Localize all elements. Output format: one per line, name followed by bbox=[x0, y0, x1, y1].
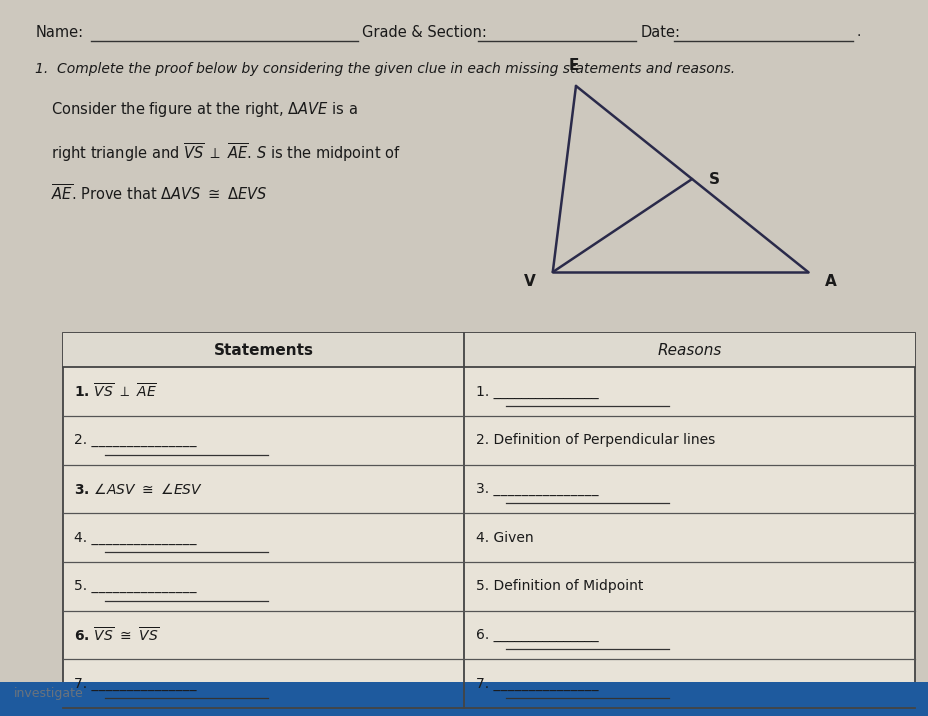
Text: Statements: Statements bbox=[213, 343, 314, 357]
Text: .: . bbox=[856, 25, 860, 39]
Text: E: E bbox=[568, 58, 579, 73]
Text: 4. _______________: 4. _______________ bbox=[74, 531, 197, 545]
Bar bbox=[0, 682, 928, 716]
Text: 2. _______________: 2. _______________ bbox=[74, 433, 197, 448]
Text: S: S bbox=[708, 172, 719, 186]
Text: A: A bbox=[824, 274, 836, 289]
Text: Name:: Name: bbox=[35, 25, 84, 39]
Text: 5. Definition of Midpoint: 5. Definition of Midpoint bbox=[475, 579, 642, 594]
FancyBboxPatch shape bbox=[63, 333, 914, 367]
Text: 1. $\mathit{\overline{VS}}$ $\perp$ $\mathit{\overline{AE}}$: 1. $\mathit{\overline{VS}}$ $\perp$ $\ma… bbox=[74, 382, 157, 401]
Text: Date:: Date: bbox=[640, 25, 680, 39]
Text: Consider the figure at the right, $\mathit{\Delta AVE}$ is a: Consider the figure at the right, $\math… bbox=[51, 100, 357, 120]
Text: 7. _______________: 7. _______________ bbox=[74, 677, 197, 691]
Text: 3. _______________: 3. _______________ bbox=[475, 482, 598, 496]
Text: right triangle and $\mathit{\overline{VS}}$ $\perp$ $\mathit{\overline{AE}}$. $\: right triangle and $\mathit{\overline{VS… bbox=[51, 142, 401, 165]
Text: investigate: investigate bbox=[14, 687, 84, 700]
Text: 7. _______________: 7. _______________ bbox=[475, 677, 598, 691]
Text: 1. _______________: 1. _______________ bbox=[475, 384, 598, 399]
Text: V: V bbox=[523, 274, 535, 289]
Text: Reasons: Reasons bbox=[657, 343, 721, 357]
Text: 3. $\angle ASV$ $\cong$ $\angle ESV$: 3. $\angle ASV$ $\cong$ $\angle ESV$ bbox=[74, 482, 203, 496]
Text: $\mathit{\overline{AE}}$. Prove that $\mathit{\Delta AVS}$ $\cong$ $\mathit{\Del: $\mathit{\overline{AE}}$. Prove that $\m… bbox=[51, 183, 267, 203]
Text: Grade & Section:: Grade & Section: bbox=[362, 25, 486, 39]
Text: 6. _______________: 6. _______________ bbox=[475, 628, 598, 642]
Text: 5. _______________: 5. _______________ bbox=[74, 579, 197, 594]
Text: 1.  Complete the proof below by considering the given clue in each missing state: 1. Complete the proof below by consideri… bbox=[35, 62, 735, 77]
Text: 4. Given: 4. Given bbox=[475, 531, 533, 545]
FancyBboxPatch shape bbox=[63, 333, 914, 708]
Text: 2. Definition of Perpendicular lines: 2. Definition of Perpendicular lines bbox=[475, 433, 715, 448]
Text: 6. $\mathit{\overline{VS}}$ $\cong$ $\mathit{\overline{VS}}$: 6. $\mathit{\overline{VS}}$ $\cong$ $\ma… bbox=[74, 626, 160, 644]
